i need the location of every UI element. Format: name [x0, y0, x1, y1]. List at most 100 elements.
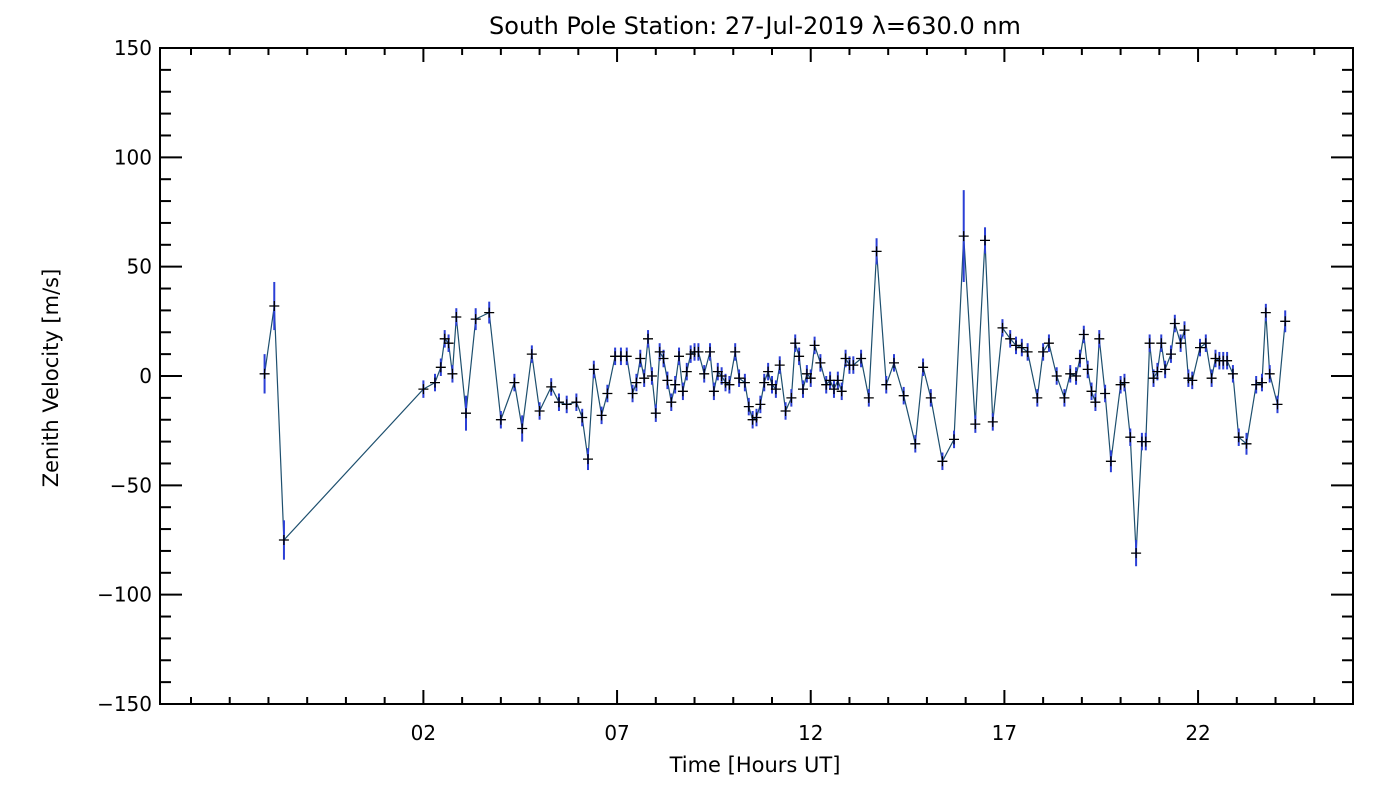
- data-point: [705, 346, 715, 357]
- data-point: [1200, 338, 1211, 349]
- data-point: [278, 535, 289, 545]
- data-point: [430, 377, 440, 388]
- data-point: [815, 357, 826, 368]
- data-point: [681, 366, 692, 377]
- data-point: [495, 414, 506, 425]
- data-point: [554, 397, 564, 408]
- data-point: [1264, 368, 1275, 379]
- data-point: [1195, 342, 1205, 353]
- data-point: [856, 353, 867, 364]
- y-tick-label: 0: [139, 364, 152, 388]
- data-point: [588, 364, 599, 375]
- data-point: [863, 392, 874, 403]
- data-point: [1148, 373, 1159, 384]
- data-point: [1280, 316, 1291, 327]
- data-point: [583, 454, 593, 465]
- data-point: [809, 340, 820, 351]
- data-point: [774, 360, 785, 371]
- data-point: [627, 388, 638, 399]
- data-point: [1144, 338, 1155, 349]
- y-tick-label: 100: [114, 145, 152, 169]
- data-point: [1140, 436, 1151, 447]
- data-point: [1082, 364, 1093, 375]
- data-point: [755, 399, 766, 410]
- data-point: [526, 349, 537, 360]
- data-point: [798, 384, 808, 395]
- data-point: [621, 351, 632, 362]
- data-point: [889, 357, 899, 368]
- y-tick-labels: −150 −100 −50 0 50 100 150: [97, 36, 152, 716]
- data-point: [840, 353, 851, 364]
- data-point: [534, 406, 545, 416]
- data-point: [571, 397, 582, 408]
- data-point: [674, 351, 684, 362]
- data-point: [1016, 342, 1027, 353]
- plot-frame: [159, 47, 1354, 705]
- data-point: [1090, 397, 1101, 408]
- data-point: [759, 377, 770, 388]
- data-point: [1131, 548, 1142, 559]
- data-point: [1233, 432, 1244, 443]
- data-point: [1065, 368, 1076, 379]
- data-point: [918, 362, 929, 373]
- data-point: [1074, 353, 1085, 364]
- data-point: [881, 379, 892, 390]
- data-point: [1152, 366, 1163, 377]
- y-tick-label: 50: [127, 255, 152, 279]
- data-point: [970, 419, 981, 430]
- data-point: [1086, 386, 1097, 397]
- data-point: [949, 434, 959, 445]
- data-point: [658, 353, 669, 364]
- axis-ticks: [160, 47, 1354, 705]
- data-point: [1059, 392, 1070, 403]
- x-axis-label: Time [Hours UT]: [669, 753, 841, 777]
- data-point: [743, 401, 754, 412]
- data-point: [451, 312, 462, 322]
- data-point: [646, 371, 657, 381]
- data-point: [1011, 340, 1021, 351]
- x-tick-label: 02: [411, 721, 436, 745]
- data-point: [1169, 318, 1180, 329]
- data-point: [435, 362, 446, 373]
- data-point: [546, 381, 557, 392]
- data-point: [662, 375, 673, 386]
- data-point: [561, 399, 572, 410]
- data-point: [643, 333, 653, 344]
- data-point: [1272, 399, 1283, 410]
- data-point: [1187, 375, 1198, 386]
- data-point: [910, 438, 921, 449]
- data-point: [937, 456, 948, 467]
- data-point: [1260, 307, 1271, 318]
- data-point: [677, 386, 688, 397]
- data-point: [832, 375, 843, 386]
- data-point: [654, 346, 665, 357]
- data-point: [836, 386, 847, 397]
- data-point: [484, 307, 495, 318]
- data-point: [1094, 333, 1105, 344]
- data-point: [898, 390, 909, 401]
- data-point: [1038, 346, 1049, 357]
- data-point: [1125, 432, 1136, 443]
- y-tick-label: −50: [110, 473, 152, 497]
- data-point: [596, 410, 607, 421]
- data-point: [925, 392, 936, 403]
- data-point: [699, 368, 710, 379]
- data-point: [1179, 325, 1190, 336]
- chart-title: South Pole Station: 27-Jul-2019 λ=630.0 …: [489, 12, 1021, 40]
- data-point: [666, 397, 677, 408]
- data-point: [1227, 368, 1238, 379]
- data-point: [635, 353, 646, 364]
- x-tick-labels: 02 07 12 17 22: [411, 721, 1211, 745]
- data-point: [829, 384, 839, 395]
- data-point: [631, 377, 642, 388]
- data-point: [763, 366, 774, 377]
- x-tick-label: 17: [992, 721, 1017, 745]
- data-point: [716, 371, 727, 381]
- data-point: [269, 301, 280, 311]
- data-point: [997, 322, 1008, 333]
- y-axis-label: Zenith Velocity [m/s]: [39, 269, 63, 488]
- data-point: [1257, 377, 1267, 388]
- data-point: [1032, 392, 1043, 403]
- data-point: [751, 412, 762, 423]
- data-point: [650, 408, 661, 419]
